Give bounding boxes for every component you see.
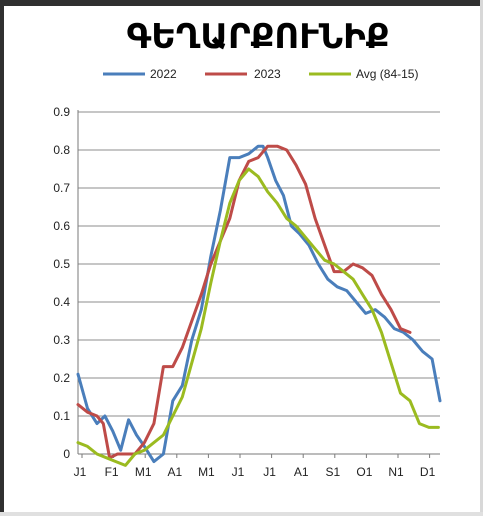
x-tick-label-7: A1 (294, 465, 309, 479)
y-axis-ticks: 0 0.1 0.2 0.3 0.4 0.5 0.6 0.7 0.8 0.9 (53, 105, 70, 461)
frame-left-edge (0, 0, 4, 516)
grid-lines (78, 111, 440, 417)
frame-bottom-edge (0, 512, 483, 516)
frame-right-edge (480, 0, 483, 516)
y-tick-label-4: 0.4 (53, 295, 70, 309)
series-lines (76, 144, 442, 467)
legend-label-1: 2023 (254, 67, 281, 81)
axes (77, 110, 440, 455)
x-tick-label-0: J1 (74, 465, 87, 479)
y-tick-label-9: 0.9 (53, 105, 70, 119)
y-tick-label-0: 0 (63, 447, 70, 461)
x-tick-label-6: J1 (263, 465, 276, 479)
x-tick-label-10: N1 (388, 465, 404, 479)
frame-top-edge (0, 0, 483, 6)
x-tick-label-1: F1 (105, 465, 119, 479)
y-tick-label-1: 0.1 (53, 409, 70, 423)
y-tick-label-5: 0.5 (53, 257, 70, 271)
series-line-2 (76, 167, 440, 467)
y-tick-label-2: 0.2 (53, 371, 70, 385)
y-tick-label-7: 0.7 (53, 181, 70, 195)
x-tick-label-8: S1 (325, 465, 340, 479)
x-tick-label-5: J1 (232, 465, 245, 479)
x-tick-label-11: D1 (420, 465, 436, 479)
chart-title: ԳԵՂԱՐՔՈՒՆԻՔ (127, 18, 390, 56)
x-tick-label-9: O1 (356, 465, 372, 479)
series-line-0 (76, 144, 442, 464)
y-tick-label-8: 0.8 (53, 143, 70, 157)
x-axis-ticks: J1 F1 M1 A1 M1 J1 J1 A1 S1 O1 N1 D1 (74, 454, 436, 479)
legend-label-0: 2022 (150, 67, 177, 81)
y-tick-label-6: 0.6 (53, 219, 70, 233)
x-tick-label-3: A1 (167, 465, 182, 479)
x-tick-label-2: M1 (135, 465, 152, 479)
legend: 2022 2023 Avg (84-15) (103, 67, 418, 81)
x-tick-label-4: M1 (198, 465, 215, 479)
y-tick-label-3: 0.3 (53, 333, 70, 347)
legend-label-2: Avg (84-15) (356, 67, 418, 81)
